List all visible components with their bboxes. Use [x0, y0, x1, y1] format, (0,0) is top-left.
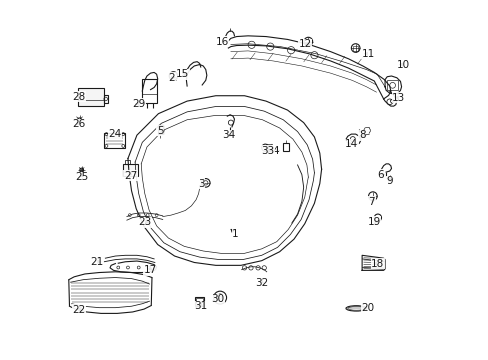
Text: 13: 13 — [391, 93, 405, 103]
Text: 15: 15 — [176, 69, 189, 79]
Text: 25: 25 — [75, 172, 88, 182]
Text: 22: 22 — [72, 305, 85, 315]
Text: 33: 33 — [261, 145, 274, 156]
Text: 19: 19 — [367, 217, 380, 227]
Bar — [195, 297, 204, 306]
Text: 14: 14 — [344, 139, 357, 149]
Text: 18: 18 — [370, 258, 384, 269]
Text: 3: 3 — [198, 179, 204, 189]
Text: 30: 30 — [211, 294, 224, 304]
Bar — [142, 78, 157, 103]
Text: 34: 34 — [221, 130, 235, 140]
Text: 9: 9 — [386, 176, 393, 186]
Text: 31: 31 — [194, 301, 207, 311]
Text: 20: 20 — [361, 303, 374, 313]
Text: 17: 17 — [143, 265, 157, 275]
Text: 8: 8 — [358, 130, 365, 140]
Text: 6: 6 — [377, 170, 383, 180]
Text: 7: 7 — [368, 197, 374, 207]
Text: 28: 28 — [72, 92, 85, 102]
Bar — [352, 45, 357, 50]
Bar — [283, 143, 288, 150]
Text: 32: 32 — [255, 278, 268, 288]
Bar — [78, 88, 103, 107]
Text: 16: 16 — [215, 37, 228, 46]
Text: 21: 21 — [90, 257, 103, 267]
Text: 5: 5 — [157, 126, 163, 136]
Bar — [104, 133, 125, 148]
Text: 11: 11 — [361, 49, 374, 59]
Text: 23: 23 — [138, 217, 151, 227]
Text: 2: 2 — [168, 73, 175, 83]
Text: 10: 10 — [396, 59, 409, 69]
Bar — [196, 298, 203, 305]
Text: 24: 24 — [108, 129, 121, 139]
Text: 1: 1 — [232, 229, 238, 239]
Text: 4: 4 — [272, 145, 279, 156]
Bar — [158, 125, 163, 134]
Bar — [123, 164, 138, 176]
Text: 29: 29 — [132, 99, 145, 109]
Text: 12: 12 — [298, 40, 311, 49]
Bar — [125, 160, 129, 164]
Bar — [386, 80, 397, 90]
Bar — [103, 95, 108, 103]
Text: 26: 26 — [72, 120, 85, 129]
Text: 27: 27 — [123, 171, 137, 181]
